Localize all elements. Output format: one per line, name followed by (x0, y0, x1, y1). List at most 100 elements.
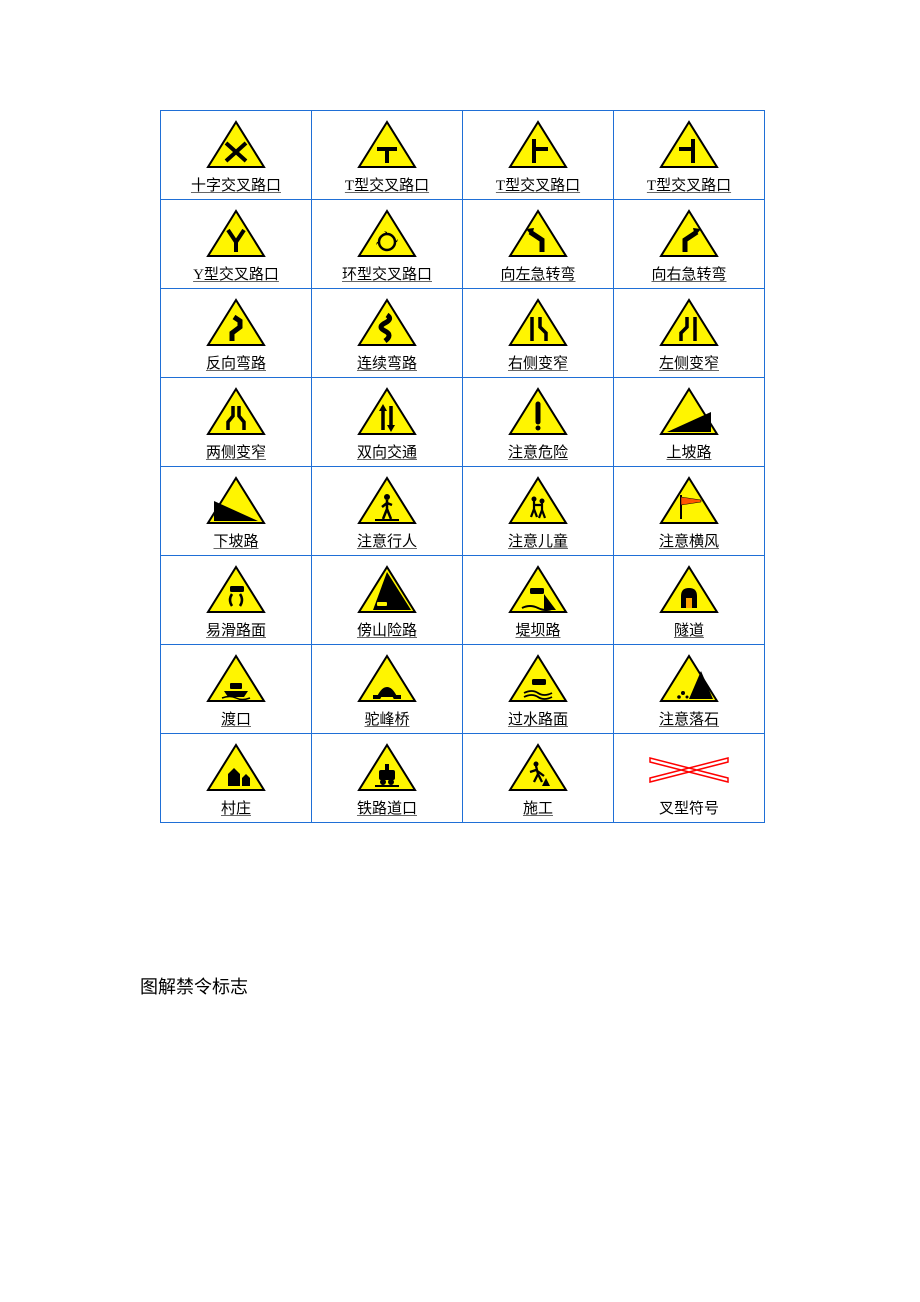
sign-label: T型交叉路口 (345, 174, 429, 199)
sign-cell: 环型交叉路口 (312, 200, 463, 289)
sign-label: 上坡路 (666, 441, 711, 466)
narrow-right-icon (506, 289, 570, 352)
t-up-icon (355, 111, 419, 174)
sign-label: T型交叉路口 (647, 174, 731, 199)
falling-rocks-icon (657, 645, 721, 708)
sign-label: Y型交叉路口 (193, 263, 279, 288)
crosswind-icon (657, 467, 721, 530)
winding-icon (355, 289, 419, 352)
warning-signs-table: 十字交叉路口 T型交叉路口 T型交叉路口 T型交叉路口 Y型交叉路口 环型交叉路… (160, 110, 765, 823)
cross-symbol-icon (644, 734, 734, 797)
sign-cell: 注意行人 (312, 467, 463, 556)
table-row: Y型交叉路口 环型交叉路口 向左急转弯 向右急转弯 (161, 200, 765, 289)
sign-cell: 隧道 (614, 556, 765, 645)
downhill-icon (204, 467, 268, 530)
sign-cell: 向右急转弯 (614, 200, 765, 289)
sign-cell: 下坡路 (161, 467, 312, 556)
table-row: 易滑路面 傍山险路 堤坝路 隧道 (161, 556, 765, 645)
sharp-left-icon (506, 200, 570, 263)
sign-label: 注意横风 (659, 530, 719, 555)
hump-bridge-icon (355, 645, 419, 708)
sharp-right-icon (657, 200, 721, 263)
sign-cell: 傍山险路 (312, 556, 463, 645)
sign-cell: 驼峰桥 (312, 645, 463, 734)
sign-label: 易滑路面 (206, 619, 266, 644)
sign-label: 渡口 (221, 708, 251, 733)
sign-cell: 连续弯路 (312, 289, 463, 378)
roundabout-icon (355, 200, 419, 263)
sign-label: 注意行人 (357, 530, 417, 555)
sign-label: 注意儿童 (508, 530, 568, 555)
sign-cell: 堤坝路 (463, 556, 614, 645)
sign-cell: Y型交叉路口 (161, 200, 312, 289)
sign-label: 两侧变窄 (206, 441, 266, 466)
sign-label: 向左急转弯 (500, 263, 575, 288)
sign-cell: 十字交叉路口 (161, 111, 312, 200)
sign-cell: 叉型符号 (614, 734, 765, 823)
sign-label: T型交叉路口 (496, 174, 580, 199)
sign-label: 堤坝路 (515, 619, 560, 644)
sign-label: 连续弯路 (357, 352, 417, 377)
sign-cell: T型交叉路口 (312, 111, 463, 200)
ferry-icon (204, 645, 268, 708)
table-row: 反向弯路 连续弯路 右侧变窄 左侧变窄 (161, 289, 765, 378)
sign-cell: 向左急转弯 (463, 200, 614, 289)
sign-cell: 村庄 (161, 734, 312, 823)
tunnel-icon (657, 556, 721, 619)
reverse-bend-icon (204, 289, 268, 352)
village-icon (204, 734, 268, 797)
sign-cell: 施工 (463, 734, 614, 823)
sign-cell: 注意落石 (614, 645, 765, 734)
cross-x-icon (204, 111, 268, 174)
sign-cell: 易滑路面 (161, 556, 312, 645)
sign-cell: 注意儿童 (463, 467, 614, 556)
danger-icon (506, 378, 570, 441)
sign-cell: T型交叉路口 (463, 111, 614, 200)
table-row: 下坡路 注意行人 注意儿童 注意横风 (161, 467, 765, 556)
table-row: 村庄 铁路道口 施工 叉型符号 (161, 734, 765, 823)
sign-label: 下坡路 (213, 530, 258, 555)
table-row: 渡口 驼峰桥 过水路面 注意落石 (161, 645, 765, 734)
y-fork-icon (204, 200, 268, 263)
t-left-icon (657, 111, 721, 174)
embankment-icon (506, 556, 570, 619)
sign-label: 双向交通 (357, 441, 417, 466)
sign-cell: 渡口 (161, 645, 312, 734)
uphill-icon (657, 378, 721, 441)
cliff-icon (355, 556, 419, 619)
roadwork-icon (506, 734, 570, 797)
sign-cell: 铁路道口 (312, 734, 463, 823)
sign-cell: 注意横风 (614, 467, 765, 556)
sign-cell: 过水路面 (463, 645, 614, 734)
sign-label: 傍山险路 (357, 619, 417, 644)
t-right-icon (506, 111, 570, 174)
sign-cell: 上坡路 (614, 378, 765, 467)
sign-label: 向右急转弯 (651, 263, 726, 288)
ford-icon (506, 645, 570, 708)
narrow-both-icon (204, 378, 268, 441)
sign-label: 右侧变窄 (508, 352, 568, 377)
sign-label: 驼峰桥 (364, 708, 409, 733)
sign-cell: 反向弯路 (161, 289, 312, 378)
table-row: 两侧变窄 双向交通 注意危险 上坡路 (161, 378, 765, 467)
sign-label: 铁路道口 (357, 797, 417, 822)
sign-label: 隧道 (674, 619, 704, 644)
sign-label: 环型交叉路口 (342, 263, 432, 288)
two-way-icon (355, 378, 419, 441)
table-row: 十字交叉路口 T型交叉路口 T型交叉路口 T型交叉路口 (161, 111, 765, 200)
sign-cell: 双向交通 (312, 378, 463, 467)
sign-label: 施工 (523, 797, 553, 822)
sign-cell: 右侧变窄 (463, 289, 614, 378)
sign-cell: 注意危险 (463, 378, 614, 467)
pedestrian-icon (355, 467, 419, 530)
sign-cell: T型交叉路口 (614, 111, 765, 200)
footer-heading: 图解禁令标志 (140, 973, 920, 999)
sign-label: 十字交叉路口 (191, 174, 281, 199)
slippery-icon (204, 556, 268, 619)
sign-label: 注意危险 (508, 441, 568, 466)
sign-label: 注意落石 (659, 708, 719, 733)
page: 十字交叉路口 T型交叉路口 T型交叉路口 T型交叉路口 Y型交叉路口 环型交叉路… (0, 0, 920, 999)
sign-label: 左侧变窄 (659, 352, 719, 377)
sign-cell: 两侧变窄 (161, 378, 312, 467)
railway-icon (355, 734, 419, 797)
